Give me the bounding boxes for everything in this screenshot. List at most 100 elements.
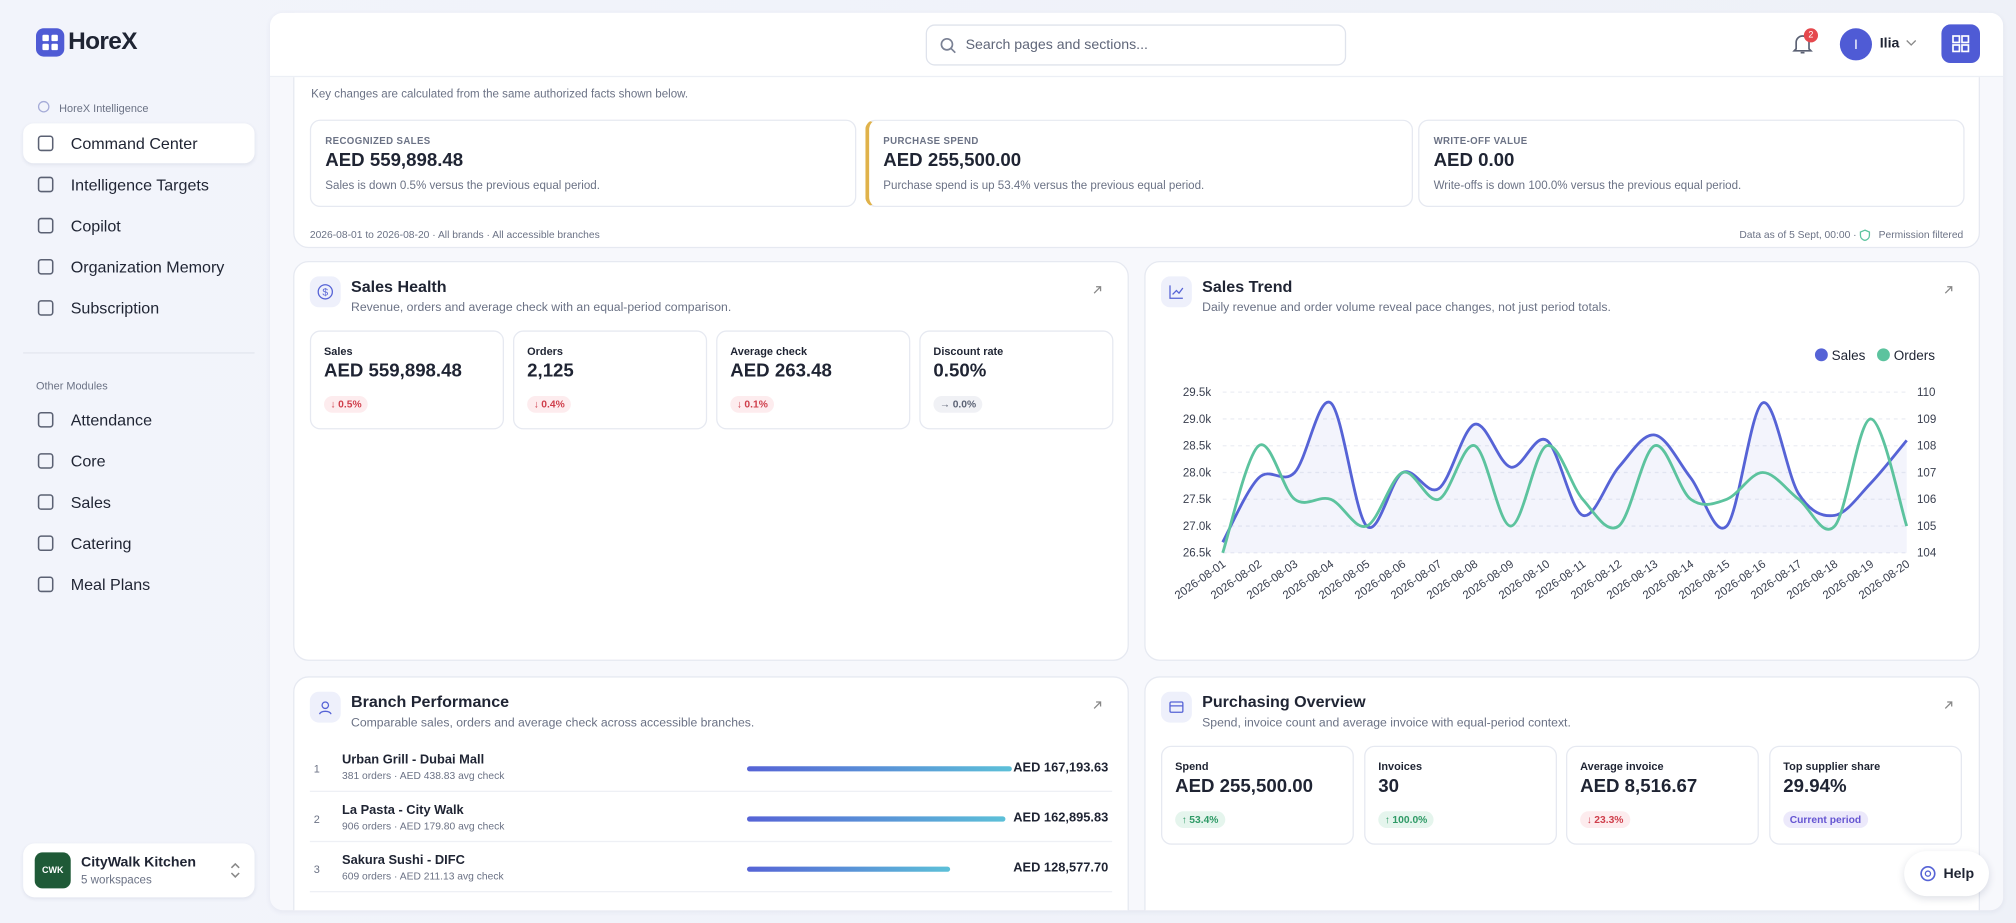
kpi-note: Purchase spend is up 53.4% versus the pr… [883,178,1205,192]
divider [23,352,255,354]
nav-icon [37,135,54,152]
kpi-label: PURCHASE SPEND [883,135,979,147]
chevron [230,862,240,878]
help-label: Help [1943,865,1975,882]
nav-item[interactable]: Meal Plans [23,564,254,604]
y2-tick-label: 105 [1917,521,1936,533]
change-value: 100.0% [1392,813,1428,826]
nav-label: Meal Plans [70,575,151,594]
kpi-note: Sales is down 0.5% versus the previous e… [325,178,600,192]
nav-label: Command Center [70,134,198,153]
metric-label: Average invoice [1580,759,1664,773]
nav-item[interactable]: Subscription [23,288,254,328]
y-tick-label: 26.5k [1183,548,1212,560]
nav-item[interactable]: Core [23,441,254,481]
apps-button[interactable] [1941,24,1980,63]
scope: 2026-08-01 to 2026-08-20 · All brands · … [309,228,600,241]
expand-icon[interactable] [1943,284,1955,296]
rank: 1 [313,762,320,776]
card-title: Sales Trend [1202,277,1293,296]
legend-label: Orders [1894,348,1936,363]
change-value: 0.4% [541,398,565,411]
kpi-note: Write-offs is down 100.0% versus the pre… [1433,178,1742,192]
metric-change: ↓ 0.5% [324,396,369,413]
y-tick-label: 27.0k [1183,521,1212,533]
expand-icon[interactable] [1092,699,1104,711]
kpi-value: AED 255,500.00 [883,150,1022,171]
line [1221,417,1909,554]
nav-item[interactable]: Copilot [23,206,254,246]
branch-detail: 381 orders · AED 438.83 avg check [342,770,505,782]
purchasing-card: Purchasing Overview Spend, invoice count… [1144,676,1980,911]
brand-name: HoreX [68,28,137,56]
search-box[interactable]: Search pages and sections... [925,24,1347,66]
nav-item[interactable]: Intelligence Targets [23,165,254,205]
y2-tick-label: 104 [1917,548,1937,560]
avatar[interactable]: I [1839,28,1872,61]
search-icon [940,37,956,54]
card-subtitle: Revenue, orders and average check with a… [351,300,732,315]
nav-label: Catering [70,534,132,553]
nav-label: Intelligence Targets [70,175,209,194]
nav-item[interactable]: Attendance [23,400,254,440]
kpi-box: RECOGNIZED SALES AED 559,898.48 Sales is d… [309,119,857,207]
nav-icon [37,453,54,469]
y-tick-label: 29.0k [1183,414,1212,426]
metric-change: ↑ 100.0% [1378,811,1434,828]
card-subtitle: Spend, invoice count and average invoice… [1202,716,1571,731]
nav-item[interactable]: Catering [23,523,254,563]
nav-item[interactable]: Command Center [23,123,255,164]
y2-tick-label: 107 [1917,467,1936,479]
notification-badge: 2 [1803,28,1818,43]
chevron [1906,40,1917,46]
kpi-label: WRITE-OFF VALUE [1433,135,1528,147]
brand-logo [36,28,65,57]
y-tick-label: 29.5k [1183,387,1212,399]
branch-name: Sakura Sushi - DIFC [342,853,465,868]
search-placeholder: Search pages and sections... [965,37,1148,53]
topbar: Search pages and sections... 2 I Ilia [270,12,2004,78]
y-tick-label: 27.5k [1183,494,1212,506]
metric-label: Orders [527,344,563,358]
legend-swatch [1814,348,1828,362]
section-label: Other Modules [36,379,108,393]
expand-icon[interactable] [1092,284,1104,296]
kpi-value: AED 559,898.48 [325,150,464,171]
nav-item[interactable]: Sales [23,482,254,522]
metric-box: Average invoice AED 8,516.67 ↓ 23.3% [1566,745,1759,845]
change-value: 0.1% [744,398,768,411]
metric-value: AED 255,500.00 [1175,776,1313,798]
help-button[interactable]: Help [1904,851,1989,897]
change-value: 0.0% [952,398,977,411]
y2-tick-label: 109 [1917,414,1936,426]
section-icon [37,100,50,113]
y-tick-label: 28.0k [1183,467,1212,479]
legend-label: Sales [1832,348,1866,363]
legend-swatch [1877,348,1890,362]
nav-icon [37,258,54,275]
kpi-value: AED 0.00 [1433,150,1515,171]
metric-label: Discount rate [933,344,1004,358]
nav-icon [37,411,54,428]
metric-label: Average check [730,344,808,358]
y-tick-label: 28.5k [1183,441,1212,453]
expand-icon[interactable] [1943,699,1955,711]
workspace-logo: CWK [34,852,71,889]
branch-detail: 609 orders · AED 211.13 avg check [342,870,504,882]
nav-icon [37,494,54,510]
metric-box: Orders 2,125 ↓ 0.4% [513,330,708,430]
shield-icon [1859,229,1871,242]
metric-box: Discount rate 0.50% → 0.0% [919,330,1114,430]
y2-tick-label: 110 [1917,387,1935,399]
bar [747,816,1006,822]
change-value: Current period [1789,813,1862,826]
line-chart: 26.5k 27.0k 27.5k 28.0k 28.5k 29.0k 29.5k 104 10… [1173,348,1937,602]
workspace-switcher[interactable]: CWK CityWalk Kitchen 5 workspaces [23,843,255,898]
user-name[interactable]: Ilia [1879,36,1900,52]
nav-item[interactable]: Organization Memory [23,247,254,287]
metric-change: ↓ 23.3% [1580,811,1630,828]
nav-icon [37,535,54,552]
main-panel: Key changes are calculated from the same… [270,12,2004,911]
